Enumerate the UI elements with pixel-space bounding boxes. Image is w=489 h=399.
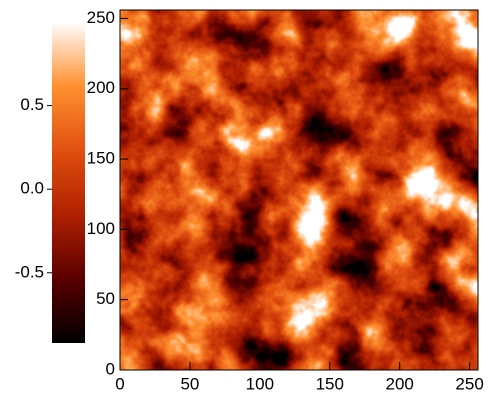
colorbar-tick-label: 0.5 [20, 95, 44, 114]
y-tick-label: 50 [96, 289, 115, 308]
heatmap-field [120, 10, 478, 370]
x-tick-label: 150 [316, 374, 344, 393]
colorbar-tick-label: 0.0 [20, 179, 44, 198]
y-tick-label: 150 [87, 149, 115, 168]
y-tick-label: 250 [87, 8, 115, 27]
x-tick-label: 100 [246, 374, 274, 393]
x-tick-label: 200 [386, 374, 414, 393]
y-tick-label: 0 [106, 359, 115, 378]
colorbar [52, 22, 85, 343]
x-tick-label: 50 [180, 374, 199, 393]
plot-frame [119, 9, 479, 371]
x-tick-label: 250 [455, 374, 483, 393]
x-tick-label: 0 [115, 374, 124, 393]
colorbar-tick-label: -0.5 [15, 262, 44, 281]
y-tick-label: 200 [87, 78, 115, 97]
y-tick-label: 100 [87, 219, 115, 238]
